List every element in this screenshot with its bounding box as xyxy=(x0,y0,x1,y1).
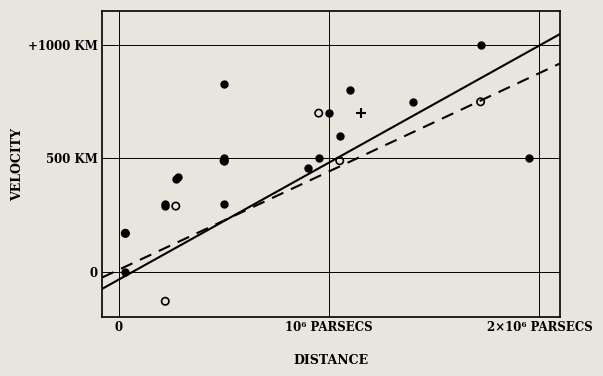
Point xyxy=(219,80,229,86)
Point xyxy=(346,88,355,94)
Point xyxy=(219,155,229,161)
Point xyxy=(324,110,334,116)
Point xyxy=(303,165,313,171)
Point xyxy=(335,133,344,139)
Point xyxy=(524,0,534,3)
Point xyxy=(356,110,365,116)
Point xyxy=(335,158,344,164)
Point xyxy=(121,230,130,236)
Point xyxy=(121,230,130,236)
Point xyxy=(408,99,418,105)
Point xyxy=(219,158,229,164)
Point xyxy=(219,201,229,207)
Point xyxy=(160,298,170,304)
Point xyxy=(160,201,170,207)
Point xyxy=(314,110,324,116)
Point xyxy=(121,269,130,275)
Point xyxy=(171,176,180,182)
Point xyxy=(171,203,180,209)
Point xyxy=(476,99,485,105)
Point xyxy=(160,203,170,209)
Point xyxy=(314,155,324,161)
X-axis label: DISTANCE: DISTANCE xyxy=(294,354,369,367)
Y-axis label: VELOCITY: VELOCITY xyxy=(11,127,24,201)
Point xyxy=(476,42,485,48)
Point xyxy=(173,174,183,180)
Point xyxy=(524,155,534,161)
Point xyxy=(219,158,229,164)
